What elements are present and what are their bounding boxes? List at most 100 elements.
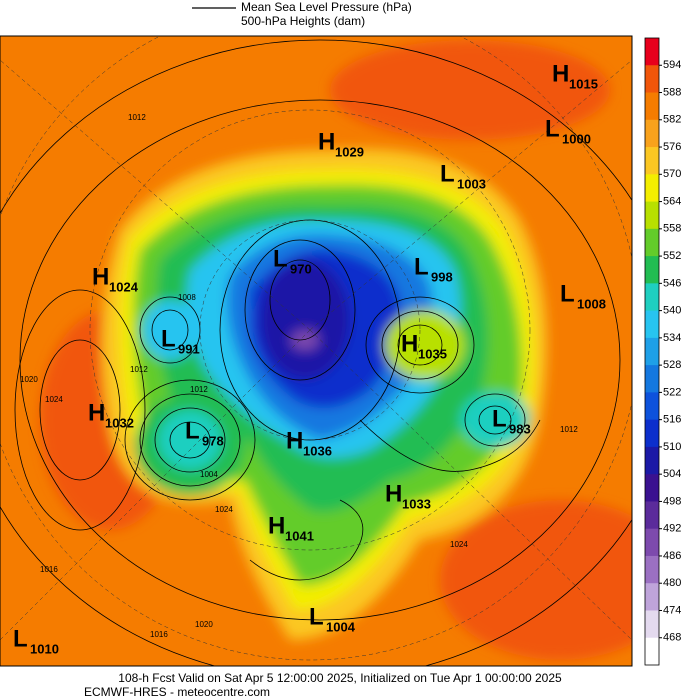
center-type: H	[401, 330, 418, 357]
colorbar-tick-label: 492	[663, 523, 681, 535]
center-type: L	[161, 325, 176, 352]
center-pressure: 998	[431, 269, 453, 284]
colorbar-swatch	[645, 474, 659, 502]
center-pressure: 983	[509, 421, 531, 436]
colorbar-tick-label: 540	[663, 305, 681, 317]
colorbar-swatch	[645, 528, 659, 557]
colorbar-tick-label: 516	[663, 414, 681, 426]
colorbar-tick-label: 522	[663, 386, 681, 398]
colorbar-tick-label: 468	[663, 632, 681, 644]
center-pressure: 970	[290, 261, 312, 276]
center-type: L	[492, 405, 507, 432]
colorbar-tick-label: 558	[663, 223, 681, 235]
isobars	[0, 39, 632, 666]
colorbar-swatch	[645, 446, 659, 475]
colorbar-tick-label: 474	[663, 604, 681, 616]
colorbar-swatch	[645, 201, 659, 230]
colorbar-swatch	[645, 337, 659, 366]
center-type: H	[268, 512, 285, 539]
center-type: L	[414, 253, 429, 280]
colorbar-swatch	[645, 38, 659, 66]
colorbar-swatch	[645, 555, 659, 584]
colorbar-tick-label: 480	[663, 577, 681, 589]
center-type: H	[88, 399, 105, 426]
colorbar-swatch	[645, 119, 659, 148]
center-pressure: 1033	[402, 496, 431, 511]
isobar-label: 1016	[150, 630, 168, 639]
center-type: H	[552, 60, 569, 87]
center-pressure: 1010	[30, 641, 59, 656]
colorbar-swatch	[645, 147, 659, 175]
colorbar-swatch	[645, 419, 659, 448]
colorbar-swatch	[645, 501, 659, 530]
center-pressure: 1032	[105, 415, 134, 430]
center-type: L	[545, 115, 560, 142]
isobar-label: 1020	[195, 620, 213, 629]
colorbar-tick-label: 534	[663, 332, 681, 344]
colorbar-swatch	[645, 637, 659, 666]
center-pressure: 1008	[577, 296, 606, 311]
isobar-label: 1012	[190, 385, 208, 394]
map-frame	[0, 35, 633, 667]
colorbar-swatch	[645, 392, 659, 421]
legend-line-label: Mean Sea Level Pressure (hPa)	[241, 0, 412, 14]
center-type: H	[385, 480, 402, 507]
colorbar-tick-label: 486	[663, 550, 681, 562]
colorbar-tick-label: 504	[663, 468, 681, 480]
colorbar-tick-label: 564	[663, 195, 681, 207]
center-type: H	[286, 427, 303, 454]
isobar-label: 1024	[215, 505, 233, 514]
colorbar-swatch	[645, 92, 659, 121]
colorbar-frame	[644, 37, 660, 666]
center-pressure: 1003	[457, 176, 486, 191]
center-pressure: 1029	[335, 144, 364, 159]
legend-fill-label: 500-hPa Heights (dam)	[241, 14, 365, 28]
center-pressure: 1041	[285, 528, 314, 543]
graticule	[0, 36, 632, 661]
colorbar-swatch	[645, 283, 659, 312]
height-field	[40, 40, 632, 660]
colorbar-tick-label: 582	[663, 114, 681, 126]
colorbar-tick-label: 546	[663, 277, 681, 289]
colorbar-swatch	[645, 174, 659, 203]
colorbar: 594 588 582 576 570 564 558 552 546 540 534 528 522 5…	[644, 37, 681, 666]
colorbar-swatch	[645, 365, 659, 393]
colorbar-swatch	[645, 65, 659, 94]
isobar-label: 1024	[450, 540, 468, 549]
center-pressure: 1004	[326, 619, 356, 634]
isobar-label: 1020	[20, 375, 38, 384]
footer-valid-time: 108-h Fcst Valid on Sat Apr 5 12:00:00 2…	[118, 671, 562, 685]
isobar-label: 1024	[45, 395, 63, 404]
center-pressure: 1024	[109, 279, 139, 294]
center-type: L	[185, 417, 200, 444]
center-pressure: 1035	[418, 346, 447, 361]
colorbar-tick-label: 552	[663, 250, 681, 262]
center-pressure: 1000	[562, 131, 591, 146]
isobar-label: 1008	[178, 293, 196, 302]
isobar-label: 1012	[128, 113, 146, 122]
center-pressure: 978	[202, 433, 224, 448]
center-pressure: 991	[178, 341, 200, 356]
colorbar-swatch	[645, 310, 659, 339]
isobar-label: 1012	[130, 365, 148, 374]
center-type: H	[92, 263, 109, 290]
colorbar-swatch	[645, 256, 659, 284]
center-pressure: 1036	[303, 443, 332, 458]
center-type: L	[560, 280, 575, 307]
center-type: L	[309, 603, 324, 630]
isobar-label: 1016	[40, 565, 58, 574]
colorbar-swatch	[645, 228, 659, 257]
center-type: L	[440, 160, 455, 187]
colorbar-tick-label: 588	[663, 86, 681, 98]
colorbar-swatch	[645, 583, 659, 611]
center-type: L	[13, 625, 28, 652]
center-pressure: 1015	[569, 76, 598, 91]
colorbar-tick-label: 498	[663, 495, 681, 507]
center-type: H	[318, 128, 335, 155]
center-type: L	[273, 245, 288, 272]
isobar-label: 1004	[200, 470, 218, 479]
isobar-label: 1012	[560, 425, 578, 434]
